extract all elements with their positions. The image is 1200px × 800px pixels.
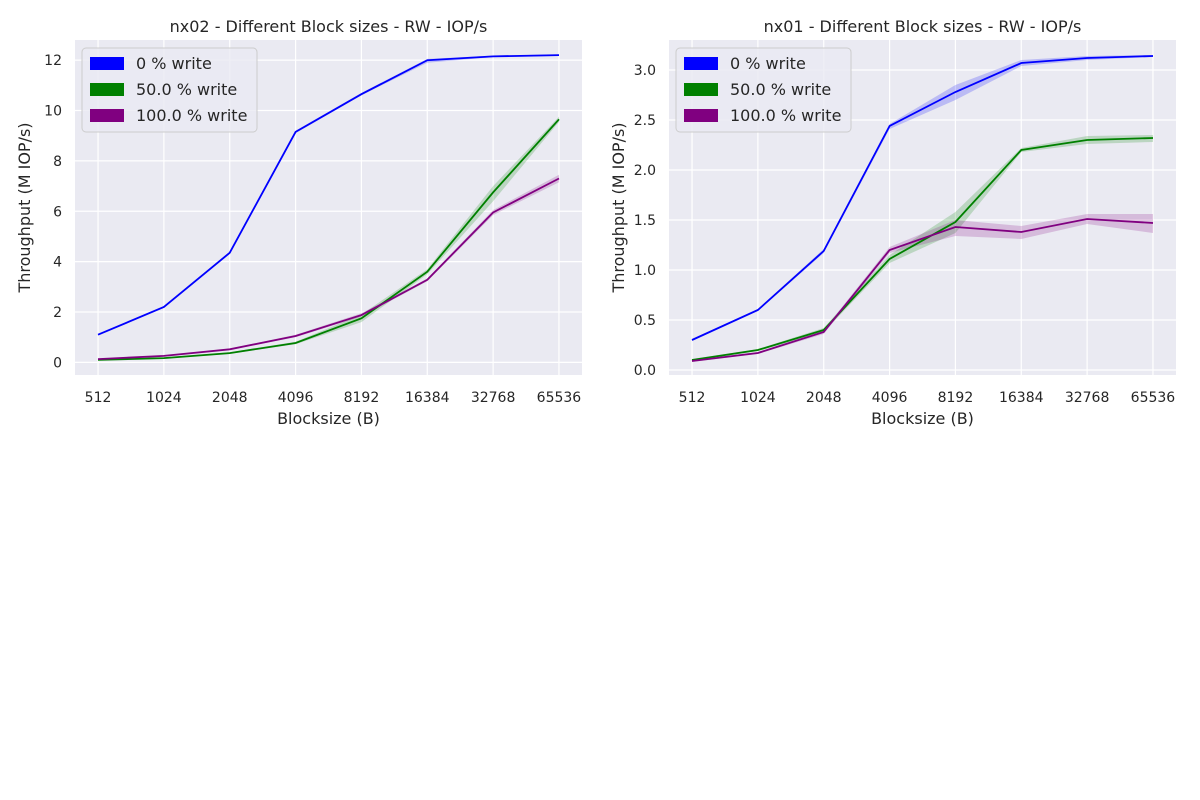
legend-swatch-2 <box>684 83 718 96</box>
x-tick-label: 4096 <box>872 390 908 406</box>
legend-label-3: 100.0 % write <box>136 106 247 125</box>
y-tick-label: 10 <box>44 104 62 120</box>
series-band-2 <box>692 135 1153 361</box>
y-tick-label: 8 <box>53 154 62 170</box>
x-tick-label: 1024 <box>740 390 776 406</box>
series-line-3 <box>691 218 1154 362</box>
y-tick-label: 0.5 <box>634 313 656 329</box>
y-tick-label: 2 <box>53 305 62 321</box>
x-tick-label: 2048 <box>806 390 842 406</box>
y-tick-label: 2.5 <box>634 113 656 129</box>
y-tick-label: 0 <box>53 355 62 371</box>
x-tick-label: 65536 <box>537 390 582 406</box>
x-axis-label: Blocksize (B) <box>277 409 380 428</box>
legend-swatch-2 <box>90 83 124 96</box>
x-tick-label: 16384 <box>999 390 1044 406</box>
chart-panel-2: 512 1024 2048 4096 8192 16384 32768 65536 0.0 0.5… <box>609 17 1176 428</box>
series-line-3 <box>97 177 560 360</box>
chart-panel-1: 512 1024 2048 4096 8192 16384 32768 65536 0 2 4 6 8 1… <box>15 17 582 428</box>
x-tick-label: 512 <box>679 390 706 406</box>
legend-swatch-3 <box>90 109 124 122</box>
legend-label-1: 0 % write <box>136 54 212 73</box>
legend-swatch-1 <box>684 57 718 70</box>
y-tick-label: 1.0 <box>634 263 656 279</box>
x-tick-label: 16384 <box>405 390 450 406</box>
y-tick-label: 3.0 <box>634 63 656 79</box>
y-tick-label: 2.0 <box>634 163 656 179</box>
series-line-2 <box>691 137 1154 361</box>
y-tick-label: 12 <box>44 53 62 69</box>
series-line-1 <box>97 54 560 336</box>
y-axis-label: Throughput (M IOP/s) <box>15 122 34 293</box>
x-tick-label: 1024 <box>146 390 182 406</box>
legend: 0 % write 50.0 % write 100.0 % write <box>81 47 258 133</box>
y-tick-label: 4 <box>53 255 62 271</box>
legend-box <box>675 47 852 133</box>
series-line-1 <box>691 55 1154 341</box>
chart-title: nx02 - Different Block sizes - RW - IOP/… <box>170 17 488 36</box>
legend-label-3: 100.0 % write <box>730 106 841 125</box>
y-axis-label: Throughput (M IOP/s) <box>609 122 628 293</box>
y-tick-label: 1.5 <box>634 213 656 229</box>
legend-swatch-1 <box>90 57 124 70</box>
legend-swatch-3 <box>684 109 718 122</box>
series-line-2 <box>97 118 560 361</box>
series-band-3 <box>692 214 1153 362</box>
x-tick-label: 2048 <box>212 390 248 406</box>
x-tick-label: 8192 <box>938 390 974 406</box>
y-tick-label: 0.0 <box>634 363 656 379</box>
y-tick-label: 6 <box>53 204 62 220</box>
chart-title: nx01 - Different Block sizes - RW - IOP/… <box>764 17 1082 36</box>
x-tick-label: 512 <box>85 390 112 406</box>
x-axis-label: Blocksize (B) <box>871 409 974 428</box>
legend-label-1: 0 % write <box>730 54 806 73</box>
series-band-1 <box>692 55 1153 341</box>
x-tick-label: 65536 <box>1131 390 1176 406</box>
legend: 0 % write 50.0 % write 100.0 % write <box>675 47 852 133</box>
legend-label-2: 50.0 % write <box>730 80 831 99</box>
x-tick-label: 32768 <box>1065 390 1110 406</box>
x-tick-label: 32768 <box>471 390 516 406</box>
x-tick-label: 4096 <box>278 390 314 406</box>
legend-label-2: 50.0 % write <box>136 80 237 99</box>
x-tick-label: 8192 <box>344 390 380 406</box>
legend-box <box>81 47 258 133</box>
